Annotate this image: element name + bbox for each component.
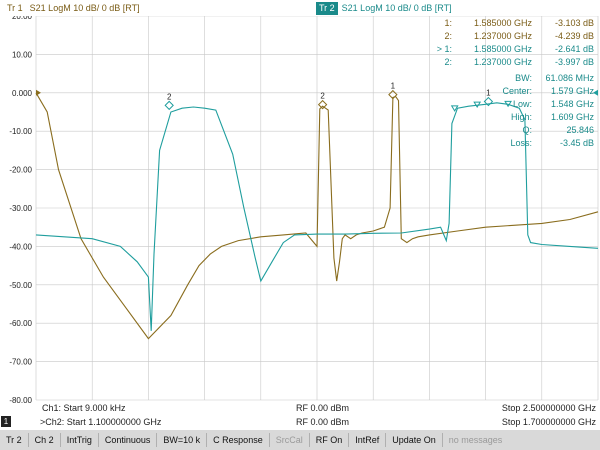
bw-row: Loss: -3.45 dB	[478, 138, 594, 148]
marker-value: -3.103 dB	[554, 18, 594, 28]
ch2-stop: Stop 1.700000000 GHz	[501, 417, 596, 427]
marker-row: 2: 1.237000 GHz -4.239 dB	[430, 31, 594, 41]
marker-2-trace2-label: 2	[167, 92, 172, 101]
status-divider	[59, 433, 61, 447]
marker-value: -2.641 dB	[554, 44, 594, 54]
marker-row: 2: 1.237000 GHz -3.997 dB	[430, 57, 594, 67]
ch1-stop: Stop 2.500000000 GHz	[501, 403, 596, 413]
status-rf-power[interactable]: RF On	[315, 435, 343, 445]
y-tick-label: -40.00	[9, 242, 32, 251]
bw-label: BW:	[515, 73, 532, 83]
bw-marker-triangle	[450, 105, 459, 112]
status-trigger-source[interactable]: IntTrig	[66, 435, 92, 445]
bw-row: BW: 61.086 MHz	[478, 73, 594, 83]
trace1-desc: S21 LogM 10 dB/ 0 dB [RT]	[29, 3, 140, 13]
status-divider	[308, 433, 310, 447]
trace2-desc: S21 LogM 10 dB/ 0 dB [RT]	[341, 3, 452, 13]
marker-freq: 1.237000 GHz	[473, 57, 532, 67]
marker-1-trace2-label: 1	[486, 89, 491, 98]
marker-id: 2:	[444, 57, 452, 67]
ch1-start: Ch1: Start 9.000 kHz	[42, 403, 126, 413]
marker-row: > 1: 1.585000 GHz -2.641 dB	[430, 44, 594, 54]
status-update[interactable]: Update On	[392, 435, 436, 445]
bw-value: 1.579 GHz	[550, 86, 594, 96]
marker-freq: 1.585000 GHz	[473, 18, 532, 28]
status-trigger-mode[interactable]: Continuous	[104, 435, 151, 445]
status-active-trace[interactable]: Tr 2	[6, 435, 22, 445]
y-tick-label: -50.00	[9, 281, 32, 290]
y-tick-label: -60.00	[9, 319, 32, 328]
ch2-start: >Ch2: Start 1.100000000 GHz	[40, 417, 162, 427]
status-divider	[97, 433, 99, 447]
bw-label: High:	[510, 112, 532, 122]
bw-value: -3.45 dB	[559, 138, 594, 148]
status-divider	[156, 433, 158, 447]
marker-1-trace1-label: 1	[391, 82, 396, 91]
channel-badge: 1	[1, 416, 11, 427]
trace2-line	[35, 102, 599, 331]
bw-value: 1.548 GHz	[550, 99, 594, 109]
marker-id: 1:	[444, 18, 452, 28]
status-ref[interactable]: IntRef	[355, 435, 380, 445]
y-tick-label: -30.00	[9, 204, 32, 213]
marker-freq: 1.237000 GHz	[473, 31, 532, 41]
trace2-name: Tr 2	[316, 2, 338, 15]
bw-value: 1.609 GHz	[550, 112, 594, 122]
marker-id: > 1:	[436, 44, 452, 54]
status-active-channel[interactable]: Ch 2	[34, 435, 54, 445]
ch1-rf: RF 0.00 dBm	[296, 403, 350, 413]
y-tick-label: -70.00	[9, 358, 32, 367]
status-divider	[385, 433, 387, 447]
y-tick-label: 20.00	[12, 12, 33, 21]
bw-value: 25.846	[566, 125, 594, 135]
status-src-cal[interactable]: SrcCal	[275, 435, 303, 445]
y-tick-label: 0.000	[12, 89, 33, 98]
marker-id: 2:	[444, 31, 452, 41]
status-correction[interactable]: C Response	[213, 435, 263, 445]
marker-freq: 1.585000 GHz	[473, 44, 532, 54]
status-divider	[206, 433, 208, 447]
marker-2-trace1	[317, 99, 328, 110]
status-if-bandwidth[interactable]: BW=10 k	[163, 435, 201, 445]
status-divider	[268, 433, 270, 447]
bw-marker-triangle	[473, 101, 482, 109]
bw-value: 61.086 MHz	[545, 73, 594, 83]
status-divider	[27, 433, 29, 447]
bw-row: High: 1.609 GHz	[478, 112, 594, 122]
status-bar: Tr 2 Ch 2 IntTrig Continuous BW=10 k C R…	[0, 430, 600, 450]
trace-header: Tr 1 S21 LogM 10 dB/ 0 dB [RT] Tr 2 S21 …	[0, 0, 600, 16]
trace1-line	[35, 92, 599, 340]
y-tick-label: -20.00	[9, 166, 32, 175]
bw-label: Low:	[512, 99, 532, 109]
trace1-name: Tr 1	[7, 3, 23, 13]
status-messages: no messages	[448, 435, 503, 445]
status-divider	[348, 433, 350, 447]
channel-info: Ch1: Start 9.000 kHz >Ch2: Start 1.10000…	[0, 400, 600, 430]
status-divider	[441, 433, 443, 447]
marker-value: -3.997 dB	[554, 57, 594, 67]
ref-level-arrow-right	[593, 89, 598, 96]
marker-1-trace1	[388, 89, 398, 100]
y-tick-label: 10.00	[12, 50, 33, 59]
trace1-label[interactable]: Tr 1 S21 LogM 10 dB/ 0 dB [RT]	[4, 2, 140, 15]
bw-row: Low: 1.548 GHz	[478, 99, 594, 109]
bw-marker-triangle	[504, 100, 512, 108]
bw-row: Q: 25.846	[478, 125, 594, 135]
marker-2-trace1-label: 2	[320, 92, 325, 101]
marker-2-trace2	[164, 100, 174, 111]
bw-row: Center: 1.579 GHz	[478, 86, 594, 96]
y-tick-label: -10.00	[9, 127, 32, 136]
trace2-label[interactable]: Tr 2 S21 LogM 10 dB/ 0 dB [RT]	[316, 2, 452, 15]
marker-value: -4.239 dB	[554, 31, 594, 41]
bw-label: Loss:	[510, 138, 532, 148]
bw-label: Q:	[522, 125, 532, 135]
marker-1-trace2	[483, 96, 494, 107]
y-tick-label: -80.00	[9, 396, 32, 405]
bw-label: Center:	[502, 86, 532, 96]
ch2-rf: RF 0.00 dBm	[296, 417, 350, 427]
marker-row: 1: 1.585000 GHz -3.103 dB	[430, 18, 594, 28]
